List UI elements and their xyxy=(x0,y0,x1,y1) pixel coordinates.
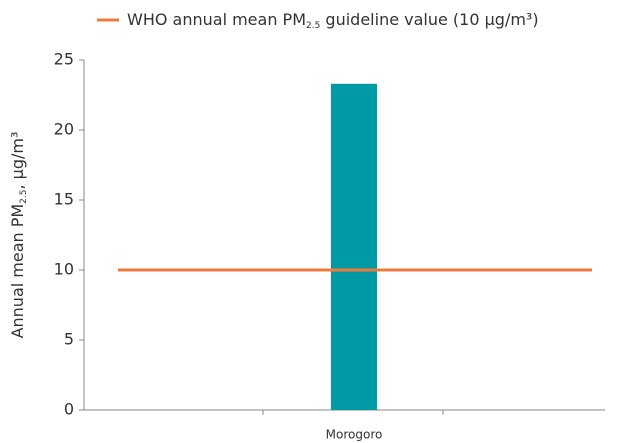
legend-label-part: guideline value (10 µg/m³) xyxy=(320,10,538,29)
y-axis-title: Annual mean PM2.5, µg/m³ xyxy=(8,132,29,339)
bar xyxy=(331,83,377,411)
y-axis-title-part: , µg/m³ xyxy=(8,132,27,190)
y-tick-label: 0 xyxy=(64,400,74,419)
y-axis-title-part: 2.5 xyxy=(19,189,29,203)
legend-label-part: WHO annual mean PM xyxy=(127,10,306,29)
y-tick-label: 5 xyxy=(64,330,74,349)
y-tick-label: 10 xyxy=(54,260,74,279)
legend-label-part: 2.5 xyxy=(306,21,320,31)
legend-label: WHO annual mean PM2.5 guideline value (1… xyxy=(127,10,539,31)
y-tick-label: 20 xyxy=(54,120,74,139)
y-axis-title-part: Annual mean PM xyxy=(8,204,27,339)
y-tick-label: 15 xyxy=(54,190,74,209)
x-tick-label: Morogoro xyxy=(326,428,383,442)
y-tick-label: 25 xyxy=(54,50,74,69)
